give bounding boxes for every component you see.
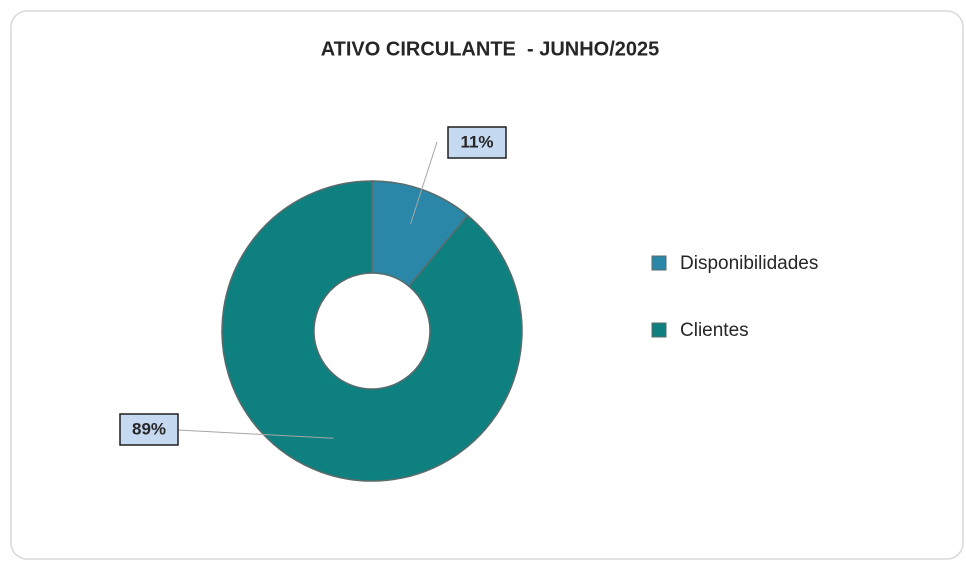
data-label: 11%: [460, 132, 493, 151]
legend-label: Clientes: [680, 320, 749, 341]
leader-line: [410, 141, 438, 224]
data-label-box: [447, 126, 507, 159]
data-label: 89%: [132, 419, 166, 438]
legend-label: Disponibilidades: [680, 253, 818, 274]
data-label-box: [119, 413, 179, 446]
chart-title: ATIVO CIRCULANTE - JUNHO/2025: [321, 38, 660, 60]
leader-line: [177, 429, 334, 439]
slice: [221, 180, 523, 482]
legend-swatch: [651, 322, 667, 338]
legend-swatch: [651, 255, 667, 271]
